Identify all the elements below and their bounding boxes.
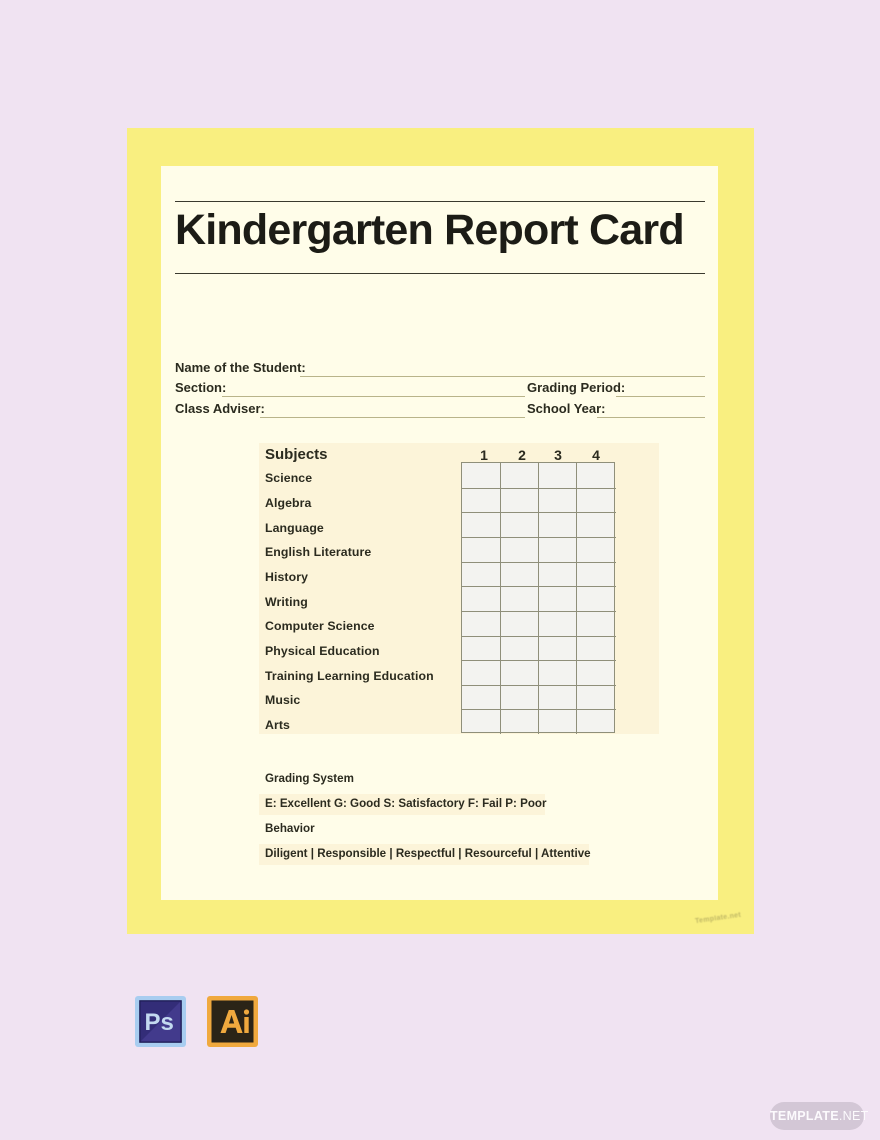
svg-text:Ps: Ps: [145, 1009, 174, 1036]
